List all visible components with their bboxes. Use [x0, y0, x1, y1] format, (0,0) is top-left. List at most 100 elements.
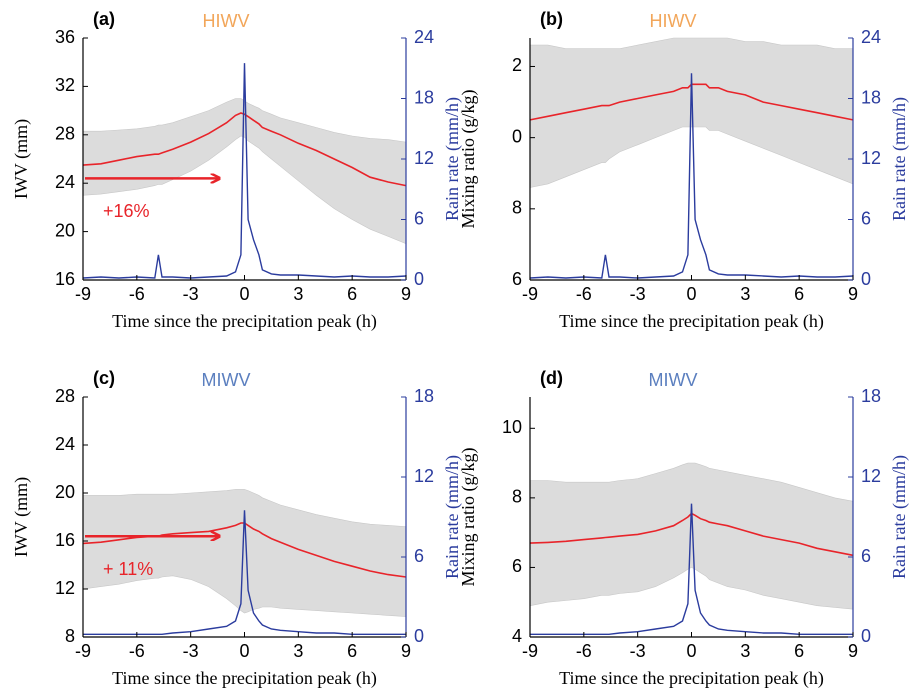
y2-tick-label: 18 — [861, 87, 881, 107]
x-tick-label: 3 — [293, 284, 303, 304]
x-tick-label: 0 — [239, 641, 249, 661]
y-tick-label: 0 — [512, 126, 522, 146]
spread-band — [529, 37, 854, 188]
annotation-text: + 11% — [103, 559, 153, 579]
annotation-text: +16% — [103, 201, 150, 221]
y2-tick-label: 0 — [414, 626, 424, 646]
x-tick-label: -9 — [522, 284, 538, 304]
x-tick-label: 6 — [347, 284, 357, 304]
y-axis-label: Mixing ratio (g/kg) — [458, 90, 479, 229]
y2-tick-label: 12 — [861, 148, 881, 168]
x-tick-label: 9 — [848, 641, 858, 661]
y-tick-label: 28 — [55, 386, 75, 406]
rain-line — [529, 73, 854, 279]
y2-axis-label: Rain rate (mm/h) — [442, 97, 463, 221]
y-tick-label: 12 — [55, 578, 75, 598]
y-tick-label: 8 — [512, 198, 522, 218]
x-tick-label: 3 — [740, 641, 750, 661]
x-tick-label: -9 — [75, 641, 91, 661]
y-tick-label: 4 — [512, 626, 522, 646]
y2-tick-label: 0 — [861, 626, 871, 646]
panel-title: HIWV — [203, 11, 250, 31]
rain-line — [530, 503, 853, 635]
y2-tick-label: 6 — [861, 208, 871, 228]
y-tick-label: 28 — [55, 124, 75, 144]
panel-label: (d) — [540, 368, 563, 388]
y-tick-label: 6 — [512, 556, 522, 576]
y2-tick-label: 6 — [861, 546, 871, 566]
x-tick-label: 6 — [794, 284, 804, 304]
y-tick-label: 32 — [55, 75, 75, 95]
y2-tick-label: 24 — [414, 27, 434, 47]
panel-label: (a) — [93, 9, 115, 29]
y2-tick-label: 6 — [414, 208, 424, 228]
spread-band — [82, 489, 407, 617]
y-tick-label: 2 — [512, 55, 522, 75]
x-tick-label: 6 — [794, 641, 804, 661]
x-tick-label: -3 — [183, 284, 199, 304]
panel-label: (c) — [93, 368, 115, 388]
x-tick-label: -9 — [75, 284, 91, 304]
panel: -9 -6 -3 0 3 6 9 4 6 8 10 0 6 12 18 (d) MIWV Time since t… — [458, 368, 910, 689]
spread-band — [529, 462, 854, 610]
y2-tick-label: 24 — [861, 27, 881, 47]
x-tick-label: 3 — [740, 284, 750, 304]
panel-label: (b) — [540, 9, 563, 29]
y2-axis-label: Rain rate (mm/h) — [889, 97, 910, 221]
x-axis-label: Time since the precipitation peak (h) — [112, 311, 377, 332]
y-tick-label: 8 — [65, 626, 75, 646]
y-tick-label: 10 — [502, 417, 522, 437]
x-tick-label: 9 — [401, 641, 411, 661]
panel-title: MIWV — [202, 370, 251, 390]
y2-tick-label: 0 — [861, 269, 871, 289]
mean-line — [82, 112, 407, 187]
x-tick-label: 3 — [293, 641, 303, 661]
x-axis-label: Time since the precipitation peak (h) — [112, 668, 377, 689]
y-axis-label: Mixing ratio (g/kg) — [458, 448, 479, 587]
y2-axis-label: Rain rate (mm/h) — [889, 455, 910, 579]
y-tick-label: 24 — [55, 172, 75, 192]
rain-line — [82, 63, 407, 279]
y-tick-label: 16 — [55, 530, 75, 550]
y-tick-label: 8 — [512, 487, 522, 507]
y-tick-label: 20 — [55, 220, 75, 240]
x-tick-label: -3 — [630, 641, 646, 661]
y-axis-label: IWV (mm) — [11, 119, 32, 199]
x-tick-label: -6 — [576, 641, 592, 661]
panel-title: MIWV — [649, 370, 698, 390]
x-axis-label: Time since the precipitation peak (h) — [559, 668, 824, 689]
x-tick-label: -3 — [630, 284, 646, 304]
x-tick-label: -6 — [576, 284, 592, 304]
panel: -9 -6 -3 0 3 6 9 6 8 0 2 0 6 12 18 24 (b) HIWV Time since … — [458, 9, 910, 332]
panel-title: HIWV — [650, 11, 697, 31]
x-tick-label: -9 — [522, 641, 538, 661]
y-tick-label: 6 — [512, 269, 522, 289]
panel: -9 -6 -3 0 3 6 9 8 12 16 20 24 28 0 6 12 18 (c) MIWV Time s… — [11, 368, 463, 689]
y2-tick-label: 12 — [861, 466, 881, 486]
x-axis-label: Time since the precipitation peak (h) — [559, 311, 824, 332]
x-tick-label: 0 — [686, 641, 696, 661]
rain-line — [83, 510, 406, 635]
x-tick-label: -3 — [183, 641, 199, 661]
y-tick-label: 20 — [55, 482, 75, 502]
y2-tick-label: 6 — [414, 546, 424, 566]
y2-axis-label: Rain rate (mm/h) — [442, 455, 463, 579]
y2-tick-label: 12 — [414, 148, 434, 168]
x-tick-label: 6 — [347, 641, 357, 661]
x-tick-label: 9 — [848, 284, 858, 304]
y2-tick-label: 18 — [414, 386, 434, 406]
y-axis-label: IWV (mm) — [11, 477, 32, 557]
x-tick-label: 0 — [239, 284, 249, 304]
y2-tick-label: 18 — [414, 87, 434, 107]
y2-tick-label: 12 — [414, 466, 434, 486]
x-tick-label: 9 — [401, 284, 411, 304]
y-tick-label: 24 — [55, 434, 75, 454]
x-tick-label: -6 — [129, 284, 145, 304]
x-tick-label: -6 — [129, 641, 145, 661]
y2-tick-label: 0 — [414, 269, 424, 289]
y-tick-label: 36 — [55, 27, 75, 47]
x-tick-label: 0 — [686, 284, 696, 304]
y-tick-label: 16 — [55, 269, 75, 289]
